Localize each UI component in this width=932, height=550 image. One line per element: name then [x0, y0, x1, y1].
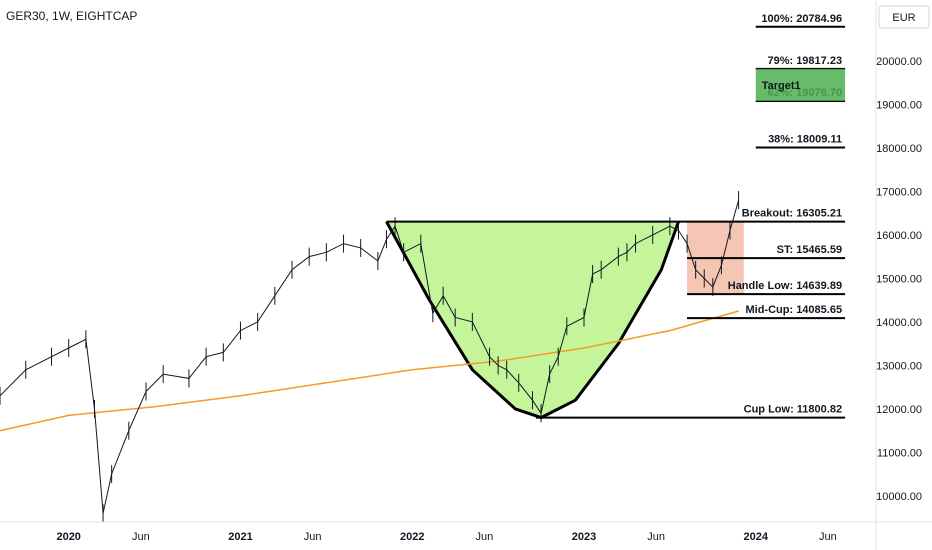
cup-fill	[386, 221, 679, 418]
price-line	[0, 199, 740, 514]
moving-average	[0, 310, 739, 432]
y-tick-label: 13000.00	[876, 360, 922, 372]
level-label: 79%: 19817.23	[767, 55, 842, 67]
x-tick-label: Jun	[647, 531, 665, 543]
x-tick-label: Jun	[819, 531, 837, 543]
level-label: Cup Low: 11800.82	[744, 404, 842, 416]
y-tick-label: 12000.00	[876, 404, 922, 416]
level-label: 100%: 20784.96	[761, 13, 842, 25]
y-tick-label: 10000.00	[876, 491, 922, 503]
x-tick-label: 2023	[572, 531, 596, 543]
x-tick-label: 2021	[228, 531, 252, 543]
target-label: Target1	[762, 80, 801, 92]
currency-badge[interactable]: EUR	[878, 5, 930, 29]
x-tick-label: Jun	[132, 531, 150, 543]
x-tick-label: 2024	[744, 531, 769, 543]
level-label: Handle Low: 14639.89	[728, 280, 842, 292]
price-bars	[0, 191, 740, 523]
time-axis[interactable]: 2020 Jun 2021 Jun 2022 Jun 2023 Jun 2024 Jun	[0, 521, 932, 543]
level-label: Breakout: 16305.21	[742, 208, 842, 220]
cup-pattern	[385, 220, 680, 420]
y-tick-label: 18000.00	[876, 143, 922, 155]
x-tick-label: Jun	[476, 531, 494, 543]
level-label: 38%: 18009.11	[768, 134, 842, 146]
y-tick-label: 16000.00	[876, 230, 922, 242]
target-rectangle[interactable]	[755, 68, 846, 101]
y-tick-label: 17000.00	[876, 186, 922, 198]
moving-average-line	[0, 310, 739, 432]
x-tick-label: 2020	[56, 531, 80, 543]
x-tick-label: 2022	[400, 531, 424, 543]
y-tick-label: 15000.00	[876, 273, 922, 285]
currency-label: EUR	[892, 12, 915, 24]
y-tick-label: 19000.00	[876, 99, 922, 111]
y-tick-label: 14000.00	[876, 317, 922, 329]
level-label: Mid-Cup: 14085.65	[745, 304, 842, 316]
y-tick-label: 11000.00	[877, 447, 922, 459]
level-label: ST: 15465.59	[777, 244, 842, 256]
y-tick-label: 20000.00	[876, 56, 922, 68]
x-tick-label: Jun	[304, 531, 322, 543]
target-zone[interactable]: Target1	[755, 68, 846, 101]
price-axis[interactable]: 10000.00 11000.00 12000.00 13000.00 14000.00…	[875, 0, 922, 550]
chart-title: GER30, 1W, EIGHTCAP	[6, 9, 137, 23]
